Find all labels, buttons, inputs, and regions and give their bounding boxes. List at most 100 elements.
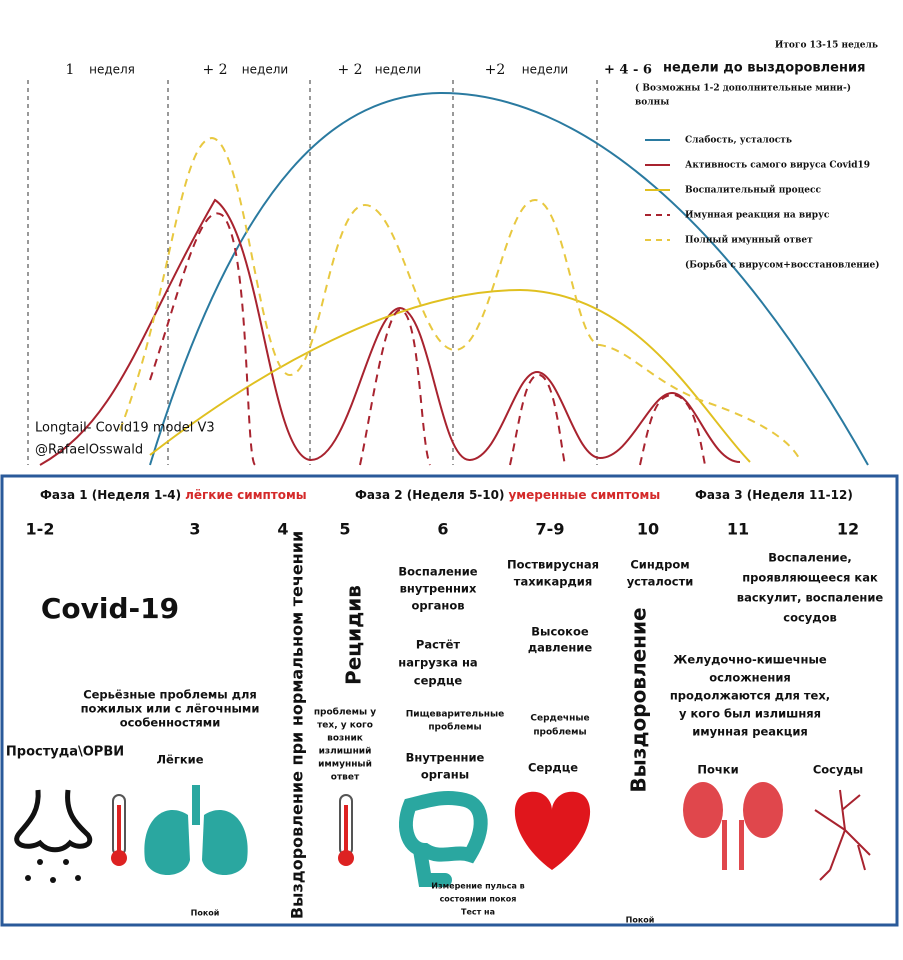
vertical-label: Выздоровление при нормальном течении	[288, 531, 307, 919]
note: усталости	[627, 575, 694, 589]
total-duration: Итого 13-15 недель	[775, 41, 878, 51]
nose-dots	[25, 859, 81, 883]
label: Простуда\ОРВИ	[6, 745, 124, 760]
phase-severity: лёгкие симптомы	[185, 488, 307, 502]
phase-label: Фаза 2 (Неделя 5-10) умеренные симптомы	[355, 488, 660, 502]
phase-name: Фаза 2 (Неделя 5-10)	[355, 488, 504, 502]
note: Растёт	[416, 638, 460, 652]
vertical-label: Рецидив	[342, 585, 366, 685]
note: проявляющееся как	[742, 571, 878, 585]
note: ответ	[331, 773, 360, 783]
label: Внутренние	[406, 751, 485, 765]
nose-icon	[14, 789, 93, 853]
note: излишний	[319, 747, 372, 757]
week-label: недели	[375, 63, 421, 77]
note: Пищеварительные	[406, 710, 504, 720]
note: Воспаление	[398, 565, 477, 579]
legend-label: Имунная реакция на вирус	[685, 211, 830, 221]
note: осложнения	[709, 671, 791, 685]
note: Высокое	[531, 625, 589, 639]
note: проблемы у	[314, 707, 376, 718]
week-column: 12	[837, 520, 859, 539]
note: нагрузка на	[398, 656, 477, 670]
heart-icon	[514, 791, 591, 870]
note: тех, у кого	[317, 721, 373, 731]
legend-label: Воспалительный процесс	[685, 185, 821, 196]
week-number: + 4 - 6	[604, 63, 652, 78]
covid-title: Covid-19	[41, 592, 179, 625]
note: Поствирусная	[507, 558, 599, 572]
week-column: 7-9	[536, 520, 565, 539]
week-column: 11	[727, 520, 749, 539]
note: у кого был излишняя	[679, 707, 821, 721]
label: Сердце	[528, 761, 578, 775]
note: давление	[528, 641, 593, 655]
note: васкулит, воспаление	[737, 591, 884, 605]
week-column: 5	[339, 520, 350, 539]
lungs-icon	[144, 785, 248, 875]
credit: Longtail- Covid19 model V3	[35, 421, 215, 436]
icons	[14, 782, 871, 887]
legend-label: Активность самого вируса Covid19	[685, 161, 870, 171]
phase-name: Фаза 1 (Неделя 1-4)	[40, 488, 181, 502]
week-number: 1	[66, 62, 75, 78]
note: Синдром	[630, 558, 689, 572]
note: имунная реакция	[692, 725, 808, 739]
note: Тест на	[461, 908, 495, 917]
virus-curve	[39, 198, 741, 466]
thermometer-icon	[111, 794, 127, 866]
credit: @RafaelOsswald	[35, 443, 143, 458]
timeline-curves	[27, 80, 869, 466]
note: проблемы	[533, 727, 586, 738]
note: Измерение пульса в	[431, 882, 524, 891]
label: Сосуды	[813, 763, 863, 777]
waves-note: ( Возможны 1-2 дополнительные мини-)	[635, 83, 851, 94]
week-column: 4	[277, 520, 288, 539]
phase-severity: умеренные симптомы	[508, 488, 660, 502]
note: тахикардия	[514, 575, 592, 589]
note: сердце	[414, 674, 463, 688]
phase-label: Фаза 3 (Неделя 11-12)	[695, 488, 853, 502]
label: Лёгкие	[156, 753, 203, 767]
note: особенностями	[120, 716, 221, 730]
legend-label: (Борьба с вирусом+восстановление)	[685, 260, 880, 271]
label: Почки	[697, 763, 738, 777]
note: Покой	[626, 916, 655, 925]
week-column: 1-2	[26, 520, 55, 539]
note: проблемы	[428, 722, 481, 733]
week-label: недели до выздоровления	[663, 61, 865, 76]
note: Сердечные	[530, 714, 589, 724]
note: состоянии покоя	[440, 895, 517, 904]
note: органов	[411, 599, 464, 613]
thermometer-icon	[338, 794, 354, 866]
phase-frame	[0, 474, 899, 927]
note: возник	[327, 734, 363, 744]
fatigue-curve	[149, 91, 869, 466]
intestine-icon	[399, 790, 488, 887]
note: пожилых или с лёгочными	[81, 702, 260, 716]
note: Воспаление,	[768, 551, 852, 565]
note: сосудов	[783, 611, 837, 625]
week-label: неделя	[89, 63, 135, 77]
inflammation-curve	[149, 288, 751, 463]
week-label: недели	[242, 63, 288, 77]
vessels-icon	[814, 789, 871, 881]
note: иммунный	[318, 760, 372, 770]
week-label: недели	[522, 63, 568, 77]
week-number: + 2	[202, 62, 227, 78]
week-column: 6	[437, 520, 448, 539]
label: органы	[421, 768, 469, 782]
note: Серьёзные проблемы для	[83, 688, 257, 702]
phase-name: Фаза 3 (Неделя 11-12)	[695, 488, 853, 502]
note: Желудочно-кишечные	[673, 653, 827, 667]
week-number: + 2	[337, 62, 362, 78]
note: внутренних	[400, 582, 477, 596]
week-column: 3	[189, 520, 200, 539]
kidneys-icon	[683, 782, 783, 870]
week-number: +2	[485, 62, 506, 78]
note: Покой	[191, 909, 220, 918]
week-column: 10	[637, 520, 659, 539]
legend-label: Полный имунный ответ	[685, 235, 813, 246]
vertical-label: Выздоровление	[627, 607, 651, 792]
